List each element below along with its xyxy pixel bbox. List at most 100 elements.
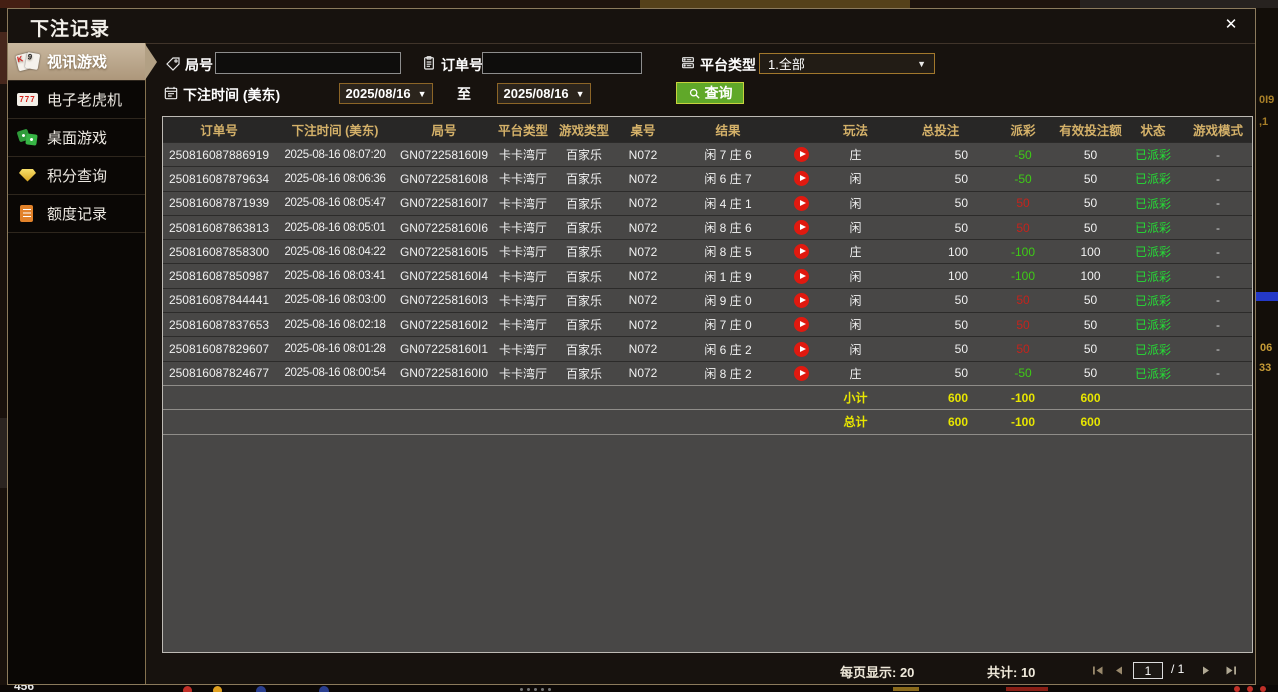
cell-order_no: 250816087844441 bbox=[168, 293, 270, 308]
platform-type-label: 平台类型 bbox=[700, 57, 756, 73]
play-video-icon[interactable] bbox=[794, 195, 809, 211]
column-header: 游戏类型 bbox=[558, 124, 609, 138]
close-icon[interactable]: ✕ bbox=[1224, 16, 1238, 33]
next-page-icon[interactable] bbox=[1199, 664, 1213, 678]
play-video-icon[interactable] bbox=[794, 171, 809, 187]
cell-mode: - bbox=[1216, 366, 1220, 381]
dialog-title: 下注记录 bbox=[30, 19, 111, 40]
cell-play_method: 庄 bbox=[849, 366, 862, 381]
cell-play_method: 庄 bbox=[849, 148, 862, 163]
cell-bet_time: 2025-08-16 08:04:22 bbox=[284, 245, 386, 258]
play-video-icon[interactable] bbox=[794, 317, 809, 333]
cell-play_method: 庄 bbox=[849, 245, 862, 260]
replay-cell bbox=[785, 147, 818, 163]
cell-status: 已派彩 bbox=[1134, 366, 1171, 381]
table-row: 250816087858300 2025-08-16 08:04:22 GN0722… bbox=[163, 239, 1252, 263]
cell-play_method: 闲 bbox=[849, 318, 862, 333]
clipboard-icon bbox=[421, 55, 437, 71]
play-video-icon[interactable] bbox=[794, 244, 809, 260]
cell-status: 已派彩 bbox=[1134, 318, 1171, 333]
background-text-fragment: 33 bbox=[1259, 362, 1272, 374]
platform-type-select[interactable]: 1.全部 ▼ bbox=[759, 53, 935, 74]
cell-round_no: GN072258160I9 bbox=[399, 147, 489, 162]
search-button[interactable]: 查询 bbox=[676, 82, 744, 104]
total-count-label: 共计: 10 bbox=[987, 665, 1036, 680]
order-no-input[interactable] bbox=[482, 52, 642, 74]
sidebar-item-points[interactable]: 积分查询 bbox=[8, 157, 145, 195]
cell-round_no: GN072258160I2 bbox=[399, 317, 489, 332]
cell-game_type: 百家乐 bbox=[565, 318, 602, 333]
cell-play_method: 闲 bbox=[849, 269, 862, 284]
cell-order_no: 250816087871939 bbox=[168, 196, 270, 211]
cell-total_bet: 50 bbox=[954, 220, 968, 235]
background-text-fragment: 0I9 bbox=[1259, 94, 1275, 106]
first-page-icon[interactable] bbox=[1091, 664, 1105, 678]
table-row: 250816087886919 2025-08-16 08:07:20 GN0722… bbox=[163, 142, 1252, 166]
cell-platform: 卡卡湾厅 bbox=[498, 196, 547, 211]
table-header-row: 订单号 下注时间 (美东) 局号 平台类型 游戏类型 桌号 结果 玩法 总投注 派彩 有效投注额 状态… bbox=[163, 117, 1252, 142]
table-row: 250816087863813 2025-08-16 08:05:01 GN0722… bbox=[163, 214, 1252, 239]
cell-result: 闲 6 庄 2 bbox=[704, 342, 752, 357]
play-video-icon[interactable] bbox=[794, 220, 809, 236]
sidebar-item-table-games[interactable]: 桌面游戏 bbox=[8, 119, 145, 157]
cell-platform: 卡卡湾厅 bbox=[498, 148, 547, 163]
replay-cell bbox=[785, 317, 818, 333]
background-text-fragment: 06 bbox=[1260, 342, 1273, 354]
cell-total_bet: 50 bbox=[954, 317, 968, 332]
round-no-input[interactable] bbox=[215, 52, 401, 74]
play-video-icon[interactable] bbox=[794, 292, 809, 308]
cell-platform: 卡卡湾厅 bbox=[498, 269, 547, 284]
page-number-input[interactable]: 1 bbox=[1133, 662, 1163, 679]
grand-total-row: 总计 600 -100 600 bbox=[163, 409, 1252, 435]
page-total-label: / 1 bbox=[1171, 662, 1185, 676]
play-video-icon[interactable] bbox=[794, 268, 809, 284]
cell-platform: 卡卡湾厅 bbox=[498, 342, 547, 357]
replay-cell bbox=[785, 171, 818, 187]
cell-valid_bet: 50 bbox=[1083, 317, 1098, 332]
records-table-body: 250816087886919 2025-08-16 08:07:20 GN0722… bbox=[163, 142, 1252, 385]
cell-game_type: 百家乐 bbox=[565, 269, 602, 284]
cell-status: 已派彩 bbox=[1134, 342, 1171, 357]
cell-order_no: 250816087886919 bbox=[168, 147, 270, 162]
cell-game_type: 百家乐 bbox=[565, 245, 602, 260]
cell-payout: 50 bbox=[1016, 293, 1030, 308]
cell-mode: - bbox=[1216, 342, 1220, 357]
sidebar-item-slots[interactable]: 777 电子老虎机 bbox=[8, 81, 145, 119]
replay-cell bbox=[785, 268, 818, 284]
background-bottom-strip: 456 bbox=[0, 685, 1278, 692]
cell-platform: 卡卡湾厅 bbox=[498, 172, 547, 187]
cell-bet_time: 2025-08-16 08:00:54 bbox=[284, 367, 386, 380]
date-from-dropdown[interactable]: 2025/08/16 ▼ bbox=[339, 83, 433, 104]
cell-round_no: GN072258160I0 bbox=[399, 366, 489, 381]
cell-bet_time: 2025-08-16 08:03:00 bbox=[284, 294, 386, 307]
replay-cell bbox=[785, 341, 818, 357]
calendar-icon bbox=[163, 85, 179, 101]
cell-order_no: 250816087824677 bbox=[168, 366, 270, 381]
table-row: 250816087824677 2025-08-16 08:00:54 GN0722… bbox=[163, 360, 1252, 385]
cell-play_method: 闲 bbox=[849, 342, 862, 357]
play-video-icon[interactable] bbox=[794, 147, 809, 163]
cell-platform: 卡卡湾厅 bbox=[498, 221, 547, 236]
last-page-icon[interactable] bbox=[1224, 664, 1238, 678]
play-video-icon[interactable] bbox=[794, 365, 809, 381]
date-to-dropdown[interactable]: 2025/08/16 ▼ bbox=[497, 83, 591, 104]
background-left-strip bbox=[0, 8, 7, 685]
cell-payout: 50 bbox=[1016, 196, 1030, 211]
subtotal-valid-bet: 600 bbox=[1080, 390, 1101, 405]
platform-list-icon bbox=[680, 55, 696, 71]
background-right-strip: 0I9 ,1 06 33 bbox=[1256, 8, 1278, 685]
play-video-icon[interactable] bbox=[794, 341, 809, 357]
sidebar-item-quota-records[interactable]: 额度记录 bbox=[8, 195, 145, 233]
subtotal-label: 小计 bbox=[843, 391, 868, 406]
grand-total-payout: -100 bbox=[1010, 414, 1036, 429]
cell-payout: 50 bbox=[1016, 317, 1030, 332]
cell-bet_time: 2025-08-16 08:07:20 bbox=[284, 148, 386, 161]
cell-table_no: N072 bbox=[628, 342, 658, 357]
page-number-value: 1 bbox=[1144, 664, 1152, 678]
prev-page-icon[interactable] bbox=[1112, 664, 1126, 678]
column-header: 平台类型 bbox=[497, 124, 548, 138]
cell-mode: - bbox=[1216, 196, 1220, 211]
